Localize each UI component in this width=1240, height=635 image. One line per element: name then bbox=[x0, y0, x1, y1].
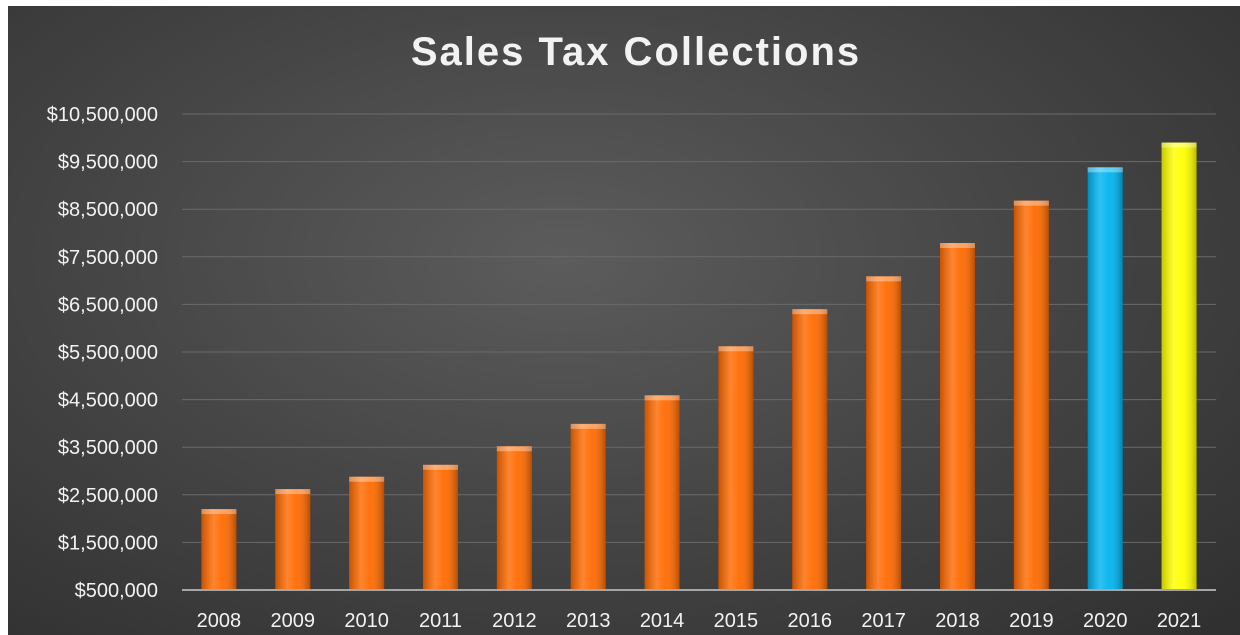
bar-cap bbox=[644, 395, 680, 401]
bar-cap bbox=[1161, 142, 1197, 148]
bar-shading bbox=[275, 489, 311, 590]
x-tick-label: 2012 bbox=[492, 610, 537, 632]
bar-cap bbox=[792, 309, 828, 315]
chart-title: Sales Tax Collections bbox=[410, 30, 862, 74]
bar-shading bbox=[1087, 167, 1123, 590]
x-axis-tick-labels: 2008 2009 2010 2011 2012 2013 2014 2015 2016 2017… bbox=[197, 610, 1202, 632]
bar-2020 bbox=[1087, 167, 1123, 590]
y-tick-label: $500,000 bbox=[75, 580, 158, 602]
bar-2012 bbox=[496, 446, 532, 590]
x-tick-label: 2010 bbox=[344, 610, 389, 632]
bar-shading bbox=[496, 446, 532, 590]
bar-shading bbox=[1161, 142, 1197, 590]
y-tick-label: $10,500,000 bbox=[47, 104, 158, 126]
bar-2010 bbox=[349, 476, 385, 590]
bar-cap bbox=[496, 446, 532, 452]
bar-cap bbox=[275, 489, 311, 495]
bar-cap bbox=[866, 276, 902, 282]
y-tick-label: $6,500,000 bbox=[58, 294, 158, 316]
x-tick-label: 2015 bbox=[714, 610, 759, 632]
x-tick-label: 2016 bbox=[788, 610, 833, 632]
bar-2011 bbox=[423, 464, 458, 590]
bar-2017 bbox=[866, 276, 902, 590]
bar-cap bbox=[1087, 167, 1123, 173]
bar-2008 bbox=[201, 509, 237, 590]
gridlines bbox=[182, 113, 1216, 543]
bar-cap bbox=[1013, 200, 1049, 206]
x-tick-label: 2008 bbox=[197, 610, 242, 632]
bar-2009 bbox=[275, 489, 311, 590]
bar-shading bbox=[644, 395, 680, 590]
bar-cap bbox=[718, 346, 754, 352]
bar-shading bbox=[866, 276, 902, 590]
x-tick-label: 2017 bbox=[861, 610, 906, 632]
y-tick-label: $3,500,000 bbox=[58, 437, 158, 459]
x-tick-label: 2018 bbox=[935, 610, 980, 632]
x-tick-label: 2019 bbox=[1009, 610, 1054, 632]
x-tick-label: 2021 bbox=[1157, 610, 1202, 632]
x-tick-label: 2009 bbox=[271, 610, 316, 632]
y-tick-label: $1,500,000 bbox=[58, 532, 158, 554]
bar-cap bbox=[201, 509, 237, 515]
bar-cap bbox=[570, 423, 606, 429]
bar-2014 bbox=[644, 395, 680, 590]
bar-2019 bbox=[1013, 200, 1049, 590]
bar-cap bbox=[940, 242, 975, 248]
y-tick-label: $5,500,000 bbox=[58, 342, 158, 364]
bar-shading bbox=[349, 476, 385, 590]
bar-2016 bbox=[792, 309, 828, 590]
y-tick-label: $9,500,000 bbox=[58, 152, 158, 174]
bar-shading bbox=[1013, 200, 1049, 590]
x-tick-label: 2014 bbox=[640, 610, 685, 632]
y-tick-label: $2,500,000 bbox=[58, 485, 158, 507]
y-axis-tick-labels: $500,000 $1,500,000 $2,500,000 $3,500,000 $4… bbox=[47, 104, 158, 602]
bar-2015 bbox=[718, 346, 754, 590]
bar-shading bbox=[570, 423, 606, 590]
bar-2021 bbox=[1161, 142, 1197, 590]
bar-cap bbox=[423, 464, 458, 470]
x-tick-label: 2020 bbox=[1083, 610, 1128, 632]
y-tick-label: $4,500,000 bbox=[58, 390, 158, 412]
y-tick-label: $7,500,000 bbox=[58, 247, 158, 269]
bar-2018 bbox=[940, 242, 975, 590]
bar-shading bbox=[718, 346, 754, 590]
bar-cap bbox=[349, 476, 385, 482]
x-tick-label: 2013 bbox=[566, 610, 611, 632]
bars bbox=[201, 142, 1197, 590]
bar-shading bbox=[201, 509, 237, 590]
y-tick-label: $8,500,000 bbox=[58, 199, 158, 221]
x-tick-label: 2011 bbox=[419, 610, 462, 632]
bar-shading bbox=[423, 464, 458, 590]
bar-shading bbox=[792, 309, 828, 590]
bar-2013 bbox=[570, 423, 606, 590]
bar-shading bbox=[940, 242, 975, 590]
